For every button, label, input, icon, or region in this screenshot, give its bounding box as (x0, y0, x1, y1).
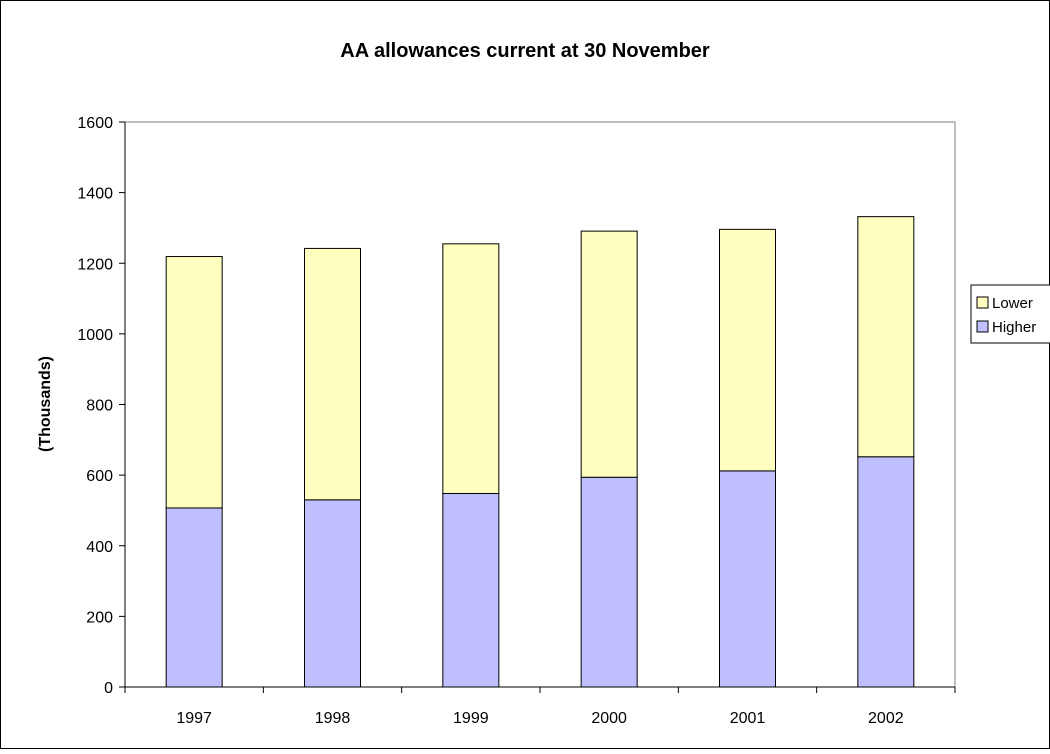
bar-higher-2002 (857, 456, 915, 688)
legend-label-higher: Higher (992, 319, 1036, 336)
legend-swatch-higher (976, 320, 989, 333)
x-tick-label: 1998 (315, 710, 351, 727)
x-tick-label: 2002 (868, 710, 904, 727)
y-tick-label: 400 (86, 539, 113, 556)
bar-higher-2001 (719, 470, 776, 688)
bar-higher-1999 (442, 492, 500, 688)
y-tick-label: 600 (86, 468, 113, 485)
legend: Lower Higher (970, 284, 1050, 344)
bar-higher-1997 (165, 507, 223, 688)
y-tick-label: 1600 (77, 115, 113, 132)
y-axis-label: (Thousands) (37, 356, 54, 452)
legend-label-lower: Lower (992, 295, 1033, 312)
chart-title: AA allowances current at 30 November (340, 40, 710, 62)
bar-lower-2001 (719, 228, 776, 472)
bar-lower-1997 (165, 256, 223, 509)
plot-area-border (124, 121, 956, 688)
bar-lower-1998 (304, 247, 361, 501)
y-tick-label: 800 (86, 398, 113, 415)
y-tick-label: 1000 (77, 327, 113, 344)
y-tick-label: 200 (86, 609, 113, 626)
bar-lower-1999 (442, 243, 500, 494)
x-tick-label: 1999 (453, 710, 489, 727)
x-tick-label: 2001 (730, 710, 766, 727)
bar-lower-2002 (857, 216, 915, 458)
legend-swatch-lower (976, 296, 989, 309)
legend-box (970, 284, 1050, 344)
x-tick-label: 1997 (176, 710, 212, 727)
y-tick-label: 1200 (77, 256, 113, 273)
bar-higher-1998 (304, 499, 361, 688)
x-tick-label: 2000 (591, 710, 627, 727)
plot-area: 0 200 400 600 800 1000 1200 1400 1600 1997 1998 199… (77, 115, 956, 727)
y-tick-label: 1400 (77, 186, 113, 203)
bar-higher-2000 (580, 476, 638, 688)
y-tick-label: 0 (104, 680, 113, 697)
bar-lower-2000 (580, 230, 638, 478)
